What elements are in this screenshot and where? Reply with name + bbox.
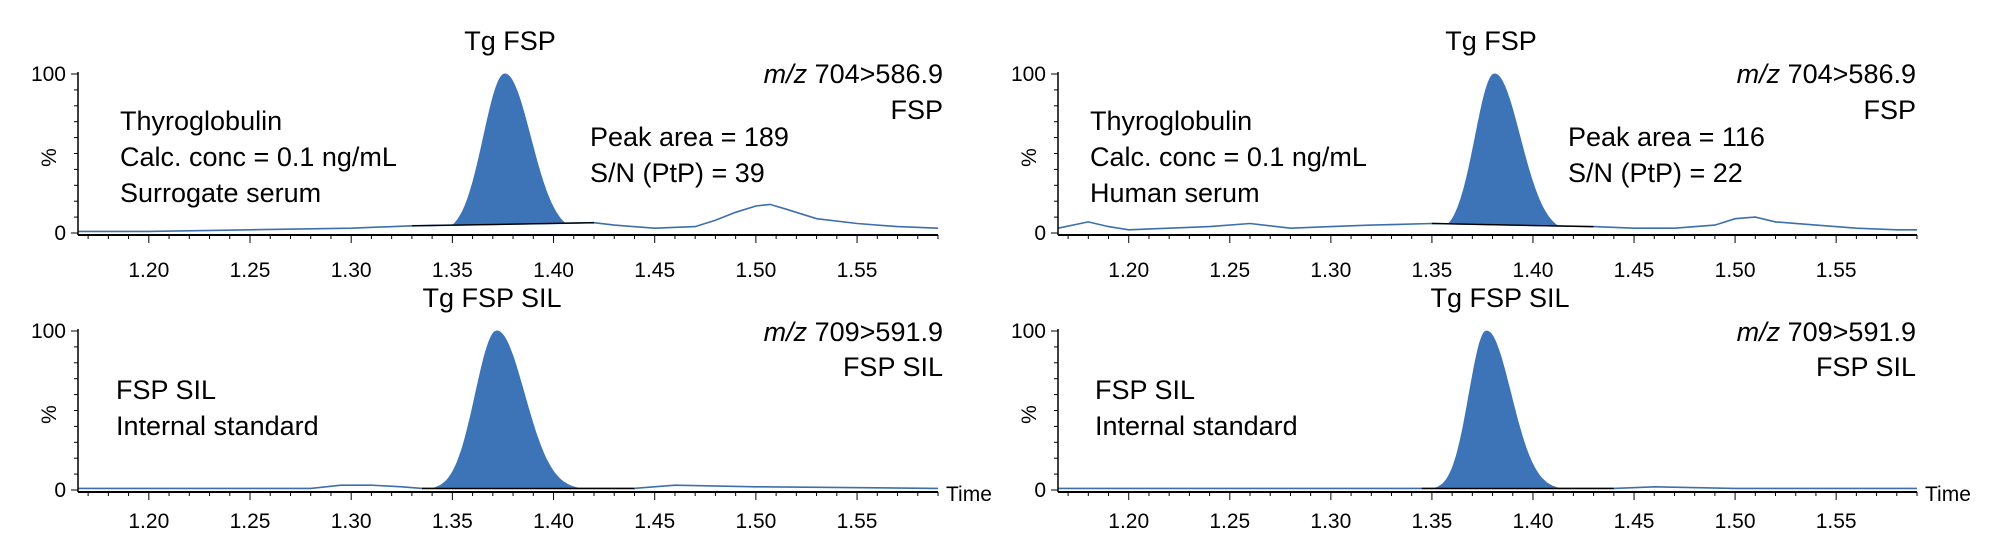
mz-transition: m/z 709>591.9 [764, 317, 943, 347]
y-tick-label-0: 0 [54, 479, 66, 502]
sample-annotation-line: Internal standard [1095, 411, 1298, 441]
x-tick-label: 1.30 [331, 510, 372, 533]
x-tick-label: 1.30 [1310, 259, 1351, 282]
peak-area [1421, 330, 1614, 489]
transition-name: FSP SIL [1816, 352, 1916, 382]
x-tick-label: 1.20 [1108, 510, 1149, 533]
x-tick-label: 1.55 [1816, 510, 1857, 533]
x-tick-label: 1.20 [128, 510, 169, 533]
x-tick-label: 1.40 [533, 259, 574, 282]
sample-annotation-line: FSP SIL [116, 375, 216, 405]
mz-prefix: m/z [1737, 59, 1781, 89]
x-tick-label: 1.40 [533, 510, 574, 533]
mz-prefix: m/z [1737, 317, 1781, 347]
mz-transition: m/z 704>586.9 [1737, 59, 1916, 89]
chart-panel-top-left: 100 0% 1.20 1.25 1.30 1.35 1.40 1.45 1.50 1.55 Tg … [31, 26, 943, 282]
y-tick-label-0: 0 [1034, 479, 1046, 502]
x-tick-label: 1.35 [432, 259, 473, 282]
y-axis-label: % [38, 405, 61, 424]
x-tick-label: 1.55 [837, 510, 878, 533]
trace-line [78, 484, 939, 490]
integration-baseline [1431, 222, 1594, 228]
mz-value: 704>586.9 [807, 59, 943, 89]
x-tick-label: 1.40 [1513, 259, 1554, 282]
sample-annotation-line: Calc. conc = 0.1 ng/mL [1090, 142, 1367, 172]
x-tick-label: 1.45 [1614, 510, 1655, 533]
x-tick-label: 1.55 [837, 259, 878, 282]
sample-annotation-line: Calc. conc = 0.1 ng/mL [120, 142, 397, 172]
x-tick-label: 1.30 [1310, 510, 1351, 533]
x-tick-label: 1.35 [432, 510, 473, 533]
peak-area [422, 330, 635, 489]
chart-title: Tg FSP [464, 26, 556, 56]
sample-annotation-line: Internal standard [116, 411, 319, 441]
chart-panel-top-right: 100 0% 1.20 1.25 1.30 1.35 1.40 1.45 1.50 1.55 Tg … [1011, 26, 1918, 282]
sample-annotation-line: Thyroglobulin [1090, 106, 1252, 136]
sample-annotation-line: FSP SIL [1095, 375, 1195, 405]
x-tick-label: 1.35 [1411, 510, 1452, 533]
chart-title: Tg FSP [1445, 26, 1537, 56]
sample-annotation-line: Human serum [1090, 178, 1260, 208]
x-tick-label: 1.25 [230, 259, 271, 282]
mz-value: 704>586.9 [1780, 59, 1916, 89]
peak-info-line: S/N (PtP) = 39 [590, 158, 765, 188]
x-tick-label: 1.55 [1816, 259, 1857, 282]
x-tick-label: 1.25 [1209, 510, 1250, 533]
mz-prefix: m/z [764, 59, 808, 89]
peak-info-line: Peak area = 116 [1568, 122, 1765, 152]
y-tick-label-100: 100 [1011, 320, 1046, 343]
x-tick-label: 1.20 [128, 259, 169, 282]
y-tick-label-0: 0 [54, 222, 66, 245]
peak-area [411, 73, 595, 227]
transition-name: FSP SIL [843, 352, 943, 382]
y-tick-label-100: 100 [1011, 63, 1046, 86]
x-axis-label: Time [946, 483, 992, 506]
mz-value: 709>591.9 [1780, 317, 1916, 347]
y-tick-label-100: 100 [31, 63, 66, 86]
mz-value: 709>591.9 [807, 317, 943, 347]
y-axis-label: % [1018, 405, 1041, 424]
integration-baseline [411, 221, 595, 227]
transition-name: FSP [1863, 95, 1916, 125]
x-tick-label: 1.45 [634, 259, 675, 282]
sample-annotation-line: Thyroglobulin [120, 106, 282, 136]
peak-info-line: S/N (PtP) = 22 [1568, 158, 1743, 188]
mz-prefix: m/z [764, 317, 808, 347]
chart-title: Tg FSP SIL [422, 283, 561, 313]
x-tick-label: 1.50 [735, 510, 776, 533]
chart-panel-bottom-right: 100 0% 1.20 1.25 1.30 1.35 1.40 1.45 1.50 1.55 Tim… [1011, 283, 1971, 533]
trace-line [78, 203, 939, 233]
x-tick-label: 1.45 [634, 510, 675, 533]
x-tick-label: 1.25 [230, 510, 271, 533]
chart-title: Tg FSP SIL [1430, 283, 1569, 313]
y-tick-label-100: 100 [31, 320, 66, 343]
chart-panel-bottom-left: 100 0% 1.20 1.25 1.30 1.35 1.40 1.45 1.50 1.55 Tim… [31, 283, 992, 533]
x-tick-label: 1.50 [1715, 510, 1756, 533]
x-axis-label: Time [1925, 483, 1971, 506]
x-tick-label: 1.20 [1108, 259, 1149, 282]
transition-name: FSP [890, 95, 943, 125]
x-tick-label: 1.25 [1209, 259, 1250, 282]
x-tick-label: 1.50 [735, 259, 776, 282]
y-tick-label-0: 0 [1034, 222, 1046, 245]
x-tick-label: 1.40 [1513, 510, 1554, 533]
y-axis-label: % [1018, 148, 1041, 167]
mz-transition: m/z 704>586.9 [764, 59, 943, 89]
sample-annotation-line: Surrogate serum [120, 178, 321, 208]
x-tick-label: 1.35 [1411, 259, 1452, 282]
x-tick-label: 1.30 [331, 259, 372, 282]
peak-info-line: Peak area = 189 [590, 122, 789, 152]
x-tick-label: 1.50 [1715, 259, 1756, 282]
y-axis-label: % [38, 148, 61, 167]
x-tick-label: 1.45 [1614, 259, 1655, 282]
mz-transition: m/z 709>591.9 [1737, 317, 1916, 347]
